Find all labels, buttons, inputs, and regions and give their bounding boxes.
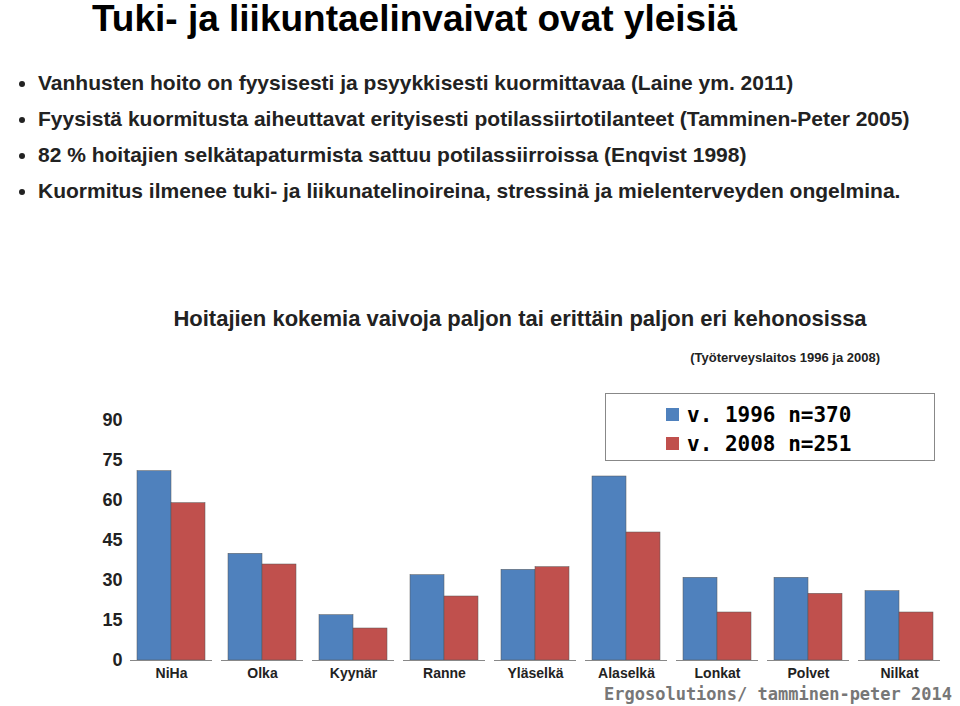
svg-text:Polvet: Polvet — [787, 665, 829, 681]
svg-text:Yläselkä: Yläselkä — [507, 665, 563, 681]
html-text:Vanhusten hoito on fyysisesti: Vanhusten hoito on fyysisesti ja psyykki… — [38, 71, 794, 94]
html-text:Hoitajien kokemia vaivoja palj: Hoitajien kokemia vaivoja paljon tai eri… — [173, 306, 867, 331]
svg-text:Nilkat: Nilkat — [880, 665, 918, 681]
svg-text:Olka: Olka — [247, 665, 278, 681]
html-text:Fyysistä kuormitusta aiheuttav: Fyysistä kuormitusta aiheuttavat erityis… — [38, 107, 910, 130]
svg-text:90: 90 — [102, 410, 122, 430]
svg-text:Ranne: Ranne — [423, 665, 466, 681]
svg-text:Alaselkä: Alaselkä — [598, 665, 655, 681]
html-text:v. 1996 n=370: v. 1996 n=370 — [687, 402, 852, 427]
svg-text:NiHa: NiHa — [156, 665, 188, 681]
html-text:(Työterveyslaitos 1996 ja 2008: (Työterveyslaitos 1996 ja 2008) — [690, 350, 880, 365]
svg-text:75: 75 — [102, 450, 122, 470]
html-text:82 % hoitajien selkätapaturmis: 82 % hoitajien selkätapaturmista sattuu … — [38, 143, 747, 166]
svg-text:30: 30 — [102, 570, 122, 590]
svg-text:15: 15 — [102, 610, 122, 630]
svg-text:Lonkat: Lonkat — [695, 665, 741, 681]
svg-text:60: 60 — [102, 490, 122, 510]
svg-text:45: 45 — [102, 530, 122, 550]
svg-text:Kyynär: Kyynär — [330, 665, 378, 681]
svg-text:0: 0 — [112, 650, 122, 670]
html-text:v. 2008 n=251: v. 2008 n=251 — [687, 431, 852, 456]
html-text:Ergosolutions/ tamminen-peter: Ergosolutions/ tamminen-peter 2014 — [604, 684, 952, 704]
html-text:Kuormitus ilmenee tuki- ja lii: Kuormitus ilmenee tuki- ja liikunatelino… — [38, 179, 901, 202]
